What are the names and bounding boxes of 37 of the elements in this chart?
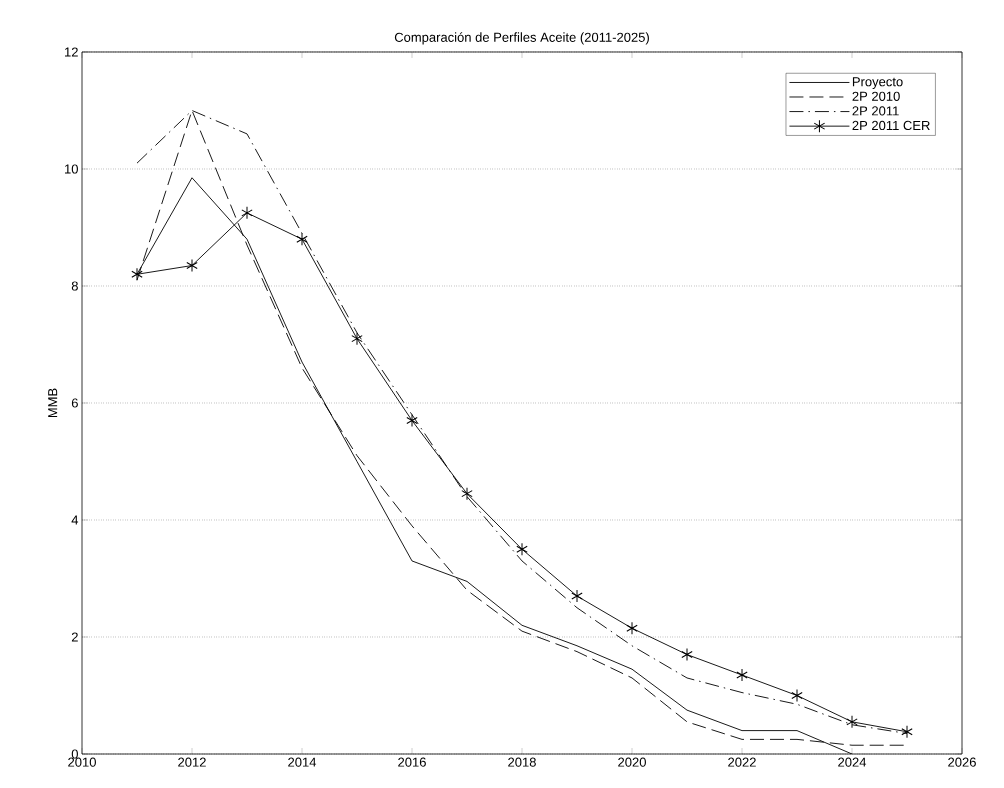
point xyxy=(901,725,913,739)
x-tick-label: 2016 xyxy=(398,757,426,767)
x-tick-label: 2020 xyxy=(618,757,646,767)
x-tick-label: 2026 xyxy=(948,757,976,767)
legend-label: 2P 2011 CER xyxy=(852,120,930,131)
x-tick-label: 2024 xyxy=(838,757,867,767)
legend-label: 2P 2010 xyxy=(852,91,900,101)
chart-title: Comparación de Perfiles Aceite (2011-2025) xyxy=(394,32,649,45)
point xyxy=(846,715,858,729)
y-tick-label: 4 xyxy=(71,515,79,525)
point xyxy=(516,542,528,556)
point xyxy=(791,689,803,702)
x-tick-label: 2014 xyxy=(288,757,317,767)
y-tick-label: 2 xyxy=(71,632,78,642)
point xyxy=(681,648,693,662)
point xyxy=(461,487,473,501)
point xyxy=(186,259,198,273)
y-tick-label: 10 xyxy=(65,164,78,174)
point xyxy=(241,206,253,220)
x-tick-label: 2022 xyxy=(728,757,756,767)
y-tick-label: 12 xyxy=(65,47,78,57)
legend-label: Proyecto xyxy=(852,77,903,89)
y-tick-label: 0 xyxy=(71,749,78,759)
y-tick-label: 6 xyxy=(71,398,78,408)
x-tick-label: 2018 xyxy=(508,757,536,767)
point xyxy=(736,668,748,682)
point xyxy=(571,589,583,603)
point xyxy=(131,267,143,281)
y-axis-title: MMB xyxy=(48,388,58,418)
y-tick-label: 8 xyxy=(71,281,78,291)
legend-label: 2P 2011 xyxy=(852,106,899,116)
point xyxy=(406,414,418,428)
x-tick-label: 2012 xyxy=(178,757,206,767)
point xyxy=(296,232,308,246)
point xyxy=(351,332,363,346)
point xyxy=(626,621,638,635)
x-tick-label: 2010 xyxy=(68,757,96,767)
